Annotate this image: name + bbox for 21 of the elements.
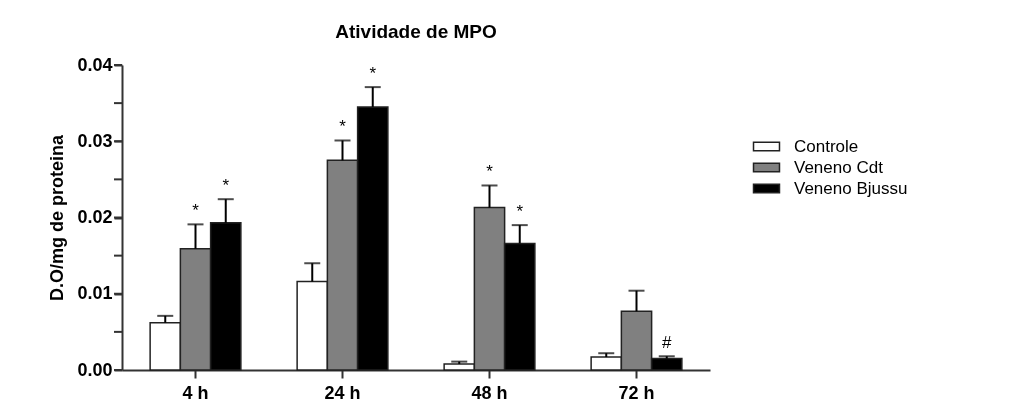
y-tick-label: 0.02 — [77, 207, 113, 227]
data-label: * — [222, 176, 230, 196]
x-tick-label: 24 h — [324, 382, 361, 403]
chart-title: Atividade de MPO — [335, 21, 497, 42]
y-tick-label: 0.03 — [77, 130, 113, 151]
y-axis-title: D.O/mg de proteina — [47, 134, 68, 302]
y-tick-label: 0.04 — [77, 54, 113, 75]
x-tick-label: 48 h — [471, 382, 508, 403]
data-label: * — [192, 201, 200, 221]
legend-label: Veneno Bjussu — [794, 178, 908, 198]
x-tick-label: 4 h — [182, 382, 209, 403]
data-label: * — [369, 64, 377, 84]
y-tick-label: 0.00 — [77, 359, 113, 380]
legend-label: Controle — [794, 136, 859, 156]
y-tick-label: 0.01 — [77, 283, 113, 304]
data-label: # — [662, 333, 673, 353]
x-tick-label: 72 h — [618, 382, 655, 403]
legend-label: Veneno Cdt — [794, 157, 884, 177]
data-label: * — [486, 162, 494, 182]
data-label: * — [516, 202, 524, 222]
data-label: * — [339, 117, 347, 137]
